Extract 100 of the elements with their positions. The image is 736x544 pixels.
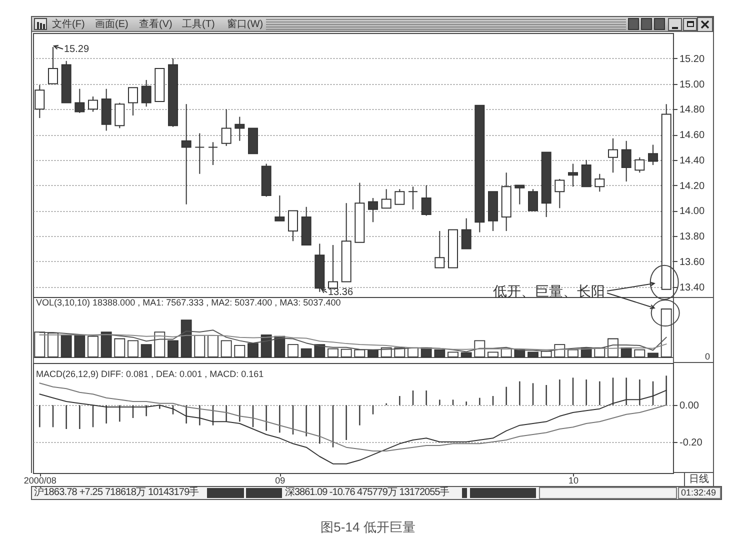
text: 日线 [689,474,709,485]
candlestick [634,156,645,174]
y-tick-label: 14.80 [680,104,705,116]
bar [300,348,312,358]
candlestick [74,88,85,114]
candlestick [234,116,245,142]
candlestick [554,178,565,209]
bar [460,352,472,358]
bar [194,334,206,358]
text: MACD(26,12,9) DIFF: 0.081 , DEA: 0.001 , MACD: 0.161 [36,369,264,379]
chart-title: VOL(3,10,10) 18388.000 , MA1: 7567.333 , MA2: 5037.400 , MA3: 5037.400 [36,298,341,308]
y-tick-label: 13.80 [680,232,705,243]
candlestick [394,188,405,205]
bar [208,334,218,358]
y-tick-label: 15.20 [680,54,705,65]
bar [488,352,498,358]
bar [114,338,126,358]
candlestick [221,108,232,146]
x-tick-label: 09 [275,476,286,486]
candlestick [608,138,618,174]
y-tick-label: 14.40 [680,155,705,166]
y-tick-label: 14.20 [680,180,705,192]
text: 01:32:49 [681,487,716,497]
y-tick-label: 13.40 [680,282,705,294]
annotation: 15.29 [64,44,90,55]
bar [368,350,378,358]
line-series [39,382,667,452]
candlestick [88,96,98,112]
bar [528,352,538,358]
bar [620,347,632,358]
bar [634,349,646,358]
bar [88,336,98,358]
candlestick [461,218,472,250]
y-tick-label: 13.60 [680,256,705,268]
annotation: 13.36 [328,286,354,298]
line-series [39,390,667,464]
bar [328,348,338,358]
bar [168,340,178,358]
text: 沪1863.78 +7.25 718618万 10143179手 [34,486,199,498]
bar [128,340,138,358]
bar [48,332,58,358]
text: 0 [704,352,710,362]
y-tick-label: 15.00 [680,79,705,90]
bar [154,332,166,358]
candlestick [368,198,378,223]
x-tick-label: 2000/08 [24,476,56,486]
bar [180,320,192,358]
candlestick [288,210,298,242]
bar [448,352,458,358]
text: 画面(E) [95,18,128,30]
bar [260,334,272,358]
candlestick [621,140,632,182]
text: 文件(F) [52,18,85,30]
bar [234,345,246,358]
bar [408,347,418,358]
y-tick-label: 14.60 [680,130,705,142]
caption: 图5-14 低开巨量 [320,520,416,534]
bar [140,344,152,358]
candlestick [34,84,45,119]
candlestick [328,244,338,290]
candlestick [194,132,205,174]
candlestick [141,79,152,108]
bar [660,308,672,358]
candlestick [514,184,525,205]
y-tick-label: 14.00 [680,206,705,218]
candlestick [581,159,592,188]
bar [34,332,46,358]
bar [500,348,512,358]
bar [288,344,298,358]
bar [274,336,286,358]
bar [648,352,658,358]
bar [540,350,552,358]
text: 查看(V) [139,18,172,30]
bar [220,340,232,358]
y-tick-label: -0.20 [680,437,703,448]
candlestick [114,102,125,129]
bar [354,349,366,358]
candlestick [181,104,192,205]
bar [100,332,112,358]
candlestick [274,194,285,222]
bar [74,334,86,358]
annotation: 低开、巨量、长阳 [493,283,605,299]
text: 深3861.09 -10.76 475779万 13172055手 [285,486,450,498]
candlestick [528,188,538,212]
text: 工具(T) [182,18,215,30]
candlestick [568,163,578,188]
candlestick [648,144,658,166]
bar [248,343,258,358]
bar [314,344,326,358]
candlestick [594,173,605,192]
bar [340,348,352,358]
bar [568,349,578,358]
candlestick [408,186,418,210]
candlestick [434,230,445,268]
candlestick [48,46,58,84]
x-tick-label: 10 [568,476,579,486]
candlestick [208,142,218,166]
text: 窗口(W) [227,18,264,30]
bar [514,349,526,358]
candlestick [381,188,392,209]
